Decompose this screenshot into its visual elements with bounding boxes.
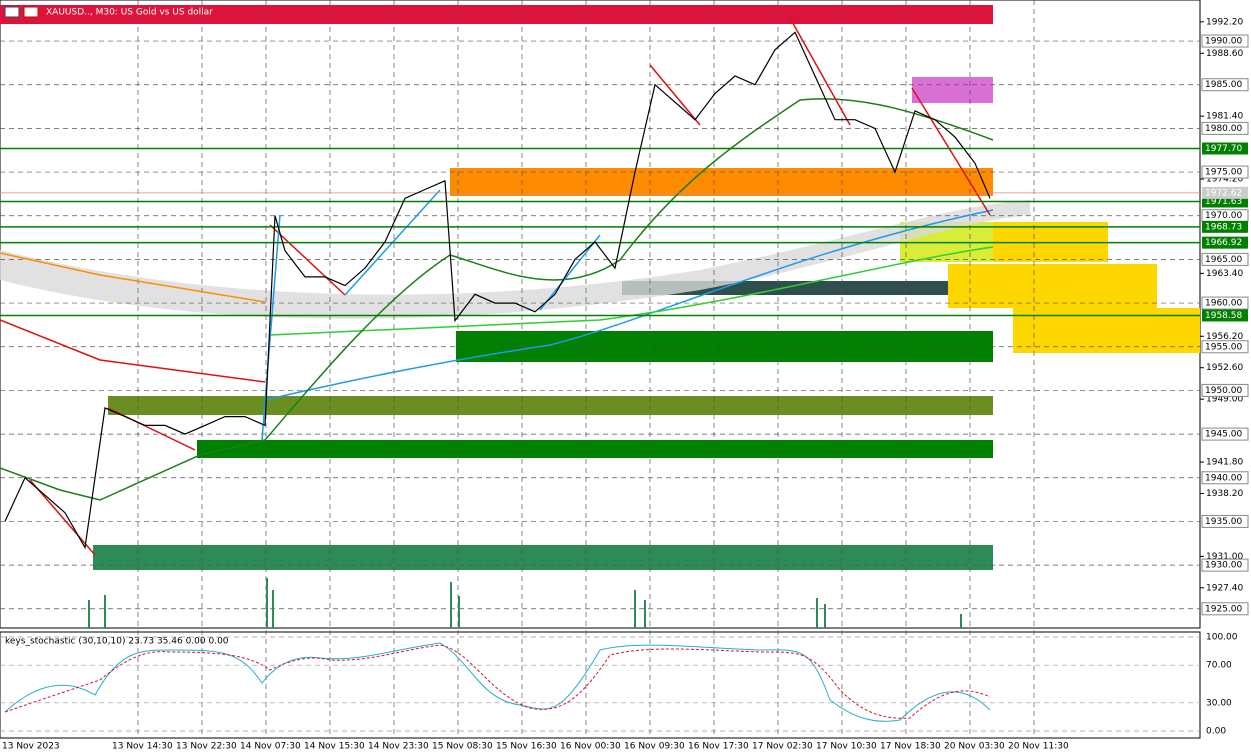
label-box — [1201, 296, 1249, 310]
y-tick-label: 1972.62 — [1205, 188, 1242, 198]
y-tick-label: 1980.00 — [1205, 124, 1242, 134]
label-box — [1201, 165, 1249, 179]
y-tick-label: 1945.00 — [1205, 430, 1242, 440]
zigzag — [29, 17, 991, 556]
label-box — [1201, 514, 1249, 528]
zone — [108, 396, 993, 415]
y-tick-label: 1941.80 — [1206, 458, 1243, 468]
grid — [0, 0, 1200, 738]
y-tick-label: 1956.20 — [1206, 332, 1243, 342]
stoch-signal — [4, 644, 991, 719]
x-tick-label: 17 Nov 18:30 — [880, 742, 941, 752]
zone — [450, 168, 993, 196]
label-box — [1202, 142, 1248, 155]
y-tick-label: 1958.58 — [1205, 311, 1242, 321]
indicator-pane — [0, 631, 1201, 739]
symbol-icon[interactable] — [23, 6, 39, 18]
y-tick-label: 1975.00 — [1205, 168, 1242, 178]
y-tick-label: 1940.00 — [1205, 473, 1242, 483]
menu-icon[interactable] — [4, 6, 20, 18]
ma-line — [269, 246, 994, 336]
label-box — [1201, 252, 1249, 266]
label-box — [1202, 309, 1248, 322]
y-tick-label: 1949.00 — [1206, 395, 1243, 405]
y-tick-label: 1985.00 — [1205, 80, 1242, 90]
y-tick-label: 1966.92 — [1205, 238, 1242, 248]
label-box — [1201, 558, 1249, 572]
y-tick-label: 1990.00 — [1205, 37, 1242, 47]
x-tick-label: 16 Nov 09:30 — [624, 742, 685, 752]
y-tick-label: 1981.40 — [1206, 112, 1243, 122]
zone — [912, 77, 993, 103]
label-box — [1201, 78, 1249, 92]
volume — [88, 578, 962, 628]
label-box — [1202, 220, 1248, 233]
label-box — [1201, 383, 1249, 397]
y-tick-label: 1965.00 — [1205, 255, 1242, 265]
y-tick-label: 1952.60 — [1206, 363, 1243, 373]
x-tick-label: 16 Nov 00:30 — [560, 742, 621, 752]
y-tick-label: 1935.00 — [1205, 517, 1242, 527]
y-tick-label: 1931.00 — [1206, 552, 1243, 562]
label-box — [1201, 602, 1249, 616]
y-tick-label: 1970.00 — [1205, 211, 1242, 221]
y-tick-label: 1963.40 — [1206, 269, 1243, 279]
y-tick-label: 1960.00 — [1205, 299, 1242, 309]
y-tick-label: 30.00 — [1206, 698, 1232, 708]
y-tick-label: 1927.40 — [1206, 583, 1243, 593]
y-tick-label: 1977.70 — [1205, 144, 1242, 154]
y-tick-label: 1968.73 — [1205, 222, 1242, 232]
zone — [0, 5, 993, 24]
y-tick-label: 1971.63 — [1205, 197, 1242, 207]
x-tick-label: 15 Nov 08:30 — [432, 742, 493, 752]
y-tick-label: 1988.60 — [1206, 49, 1243, 59]
zone — [93, 545, 993, 570]
x-tick-label: 16 Nov 17:30 — [688, 742, 749, 752]
zone — [948, 264, 1157, 308]
x-tick-label: 17 Nov 02:30 — [752, 742, 813, 752]
y-tick-label: 0.00 — [1206, 727, 1226, 737]
ma-line — [0, 252, 266, 303]
stoch-main — [4, 642, 991, 722]
y-tick-label: 1974.20 — [1206, 175, 1243, 185]
label-box — [1202, 236, 1248, 249]
x-tick-label: 17 Nov 10:30 — [816, 742, 877, 752]
x-tick-label: 20 Nov 03:30 — [944, 742, 1005, 752]
price — [4, 31, 991, 550]
y-tick-label: 70.00 — [1206, 661, 1232, 671]
x-tick-label: 13 Nov 22:30 — [176, 742, 237, 752]
y-tick-label: 1925.00 — [1205, 604, 1242, 614]
x-tick-label: 14 Nov 23:30 — [368, 742, 429, 752]
main-pane — [0, 0, 1201, 629]
y-tick-label: 1992.20 — [1206, 17, 1243, 27]
label-box — [1201, 471, 1249, 485]
stochastic — [4, 642, 991, 722]
zone — [197, 440, 993, 458]
ma-line — [0, 98, 994, 501]
y-tick-label: 1938.20 — [1206, 489, 1243, 499]
y-tick-label: 1955.00 — [1205, 342, 1242, 352]
y-tick-label: 100.00 — [1206, 633, 1238, 643]
label-box — [1201, 340, 1249, 354]
y-tick-label: 1930.00 — [1205, 561, 1242, 571]
label-box — [1201, 427, 1249, 441]
indicator-label: keys_stochastic (30,10,10) 23.73 35.46 0… — [5, 637, 229, 647]
x-tick-label: 14 Nov 15:30 — [304, 742, 365, 752]
x-tick-label: 14 Nov 07:30 — [240, 742, 301, 752]
label-box — [1202, 186, 1248, 199]
x-tick-label: 15 Nov 16:30 — [496, 742, 557, 752]
x-tick-label: 13 Nov 2023 — [2, 742, 60, 752]
y-tick-label: 1950.00 — [1205, 386, 1242, 396]
chart-title: XAUUSD.., M30: US Gold vs US dollar — [46, 8, 213, 18]
ma-line — [264, 209, 994, 401]
moving-averages — [0, 17, 994, 556]
label-box — [1201, 121, 1249, 135]
ma-line — [0, 319, 266, 383]
x-tick-label: 20 Nov 11:30 — [1008, 742, 1069, 752]
x-tick-label: 13 Nov 14:30 — [112, 742, 173, 752]
label-box — [1201, 34, 1249, 48]
